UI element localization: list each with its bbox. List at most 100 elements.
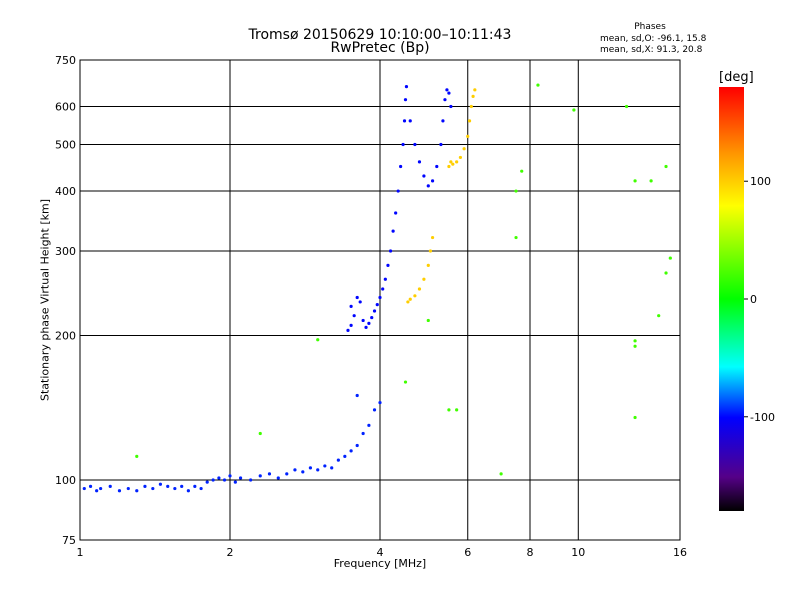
data-point: [95, 489, 99, 493]
data-point: [370, 315, 374, 320]
data-point: [386, 263, 390, 267]
data-point: [462, 147, 466, 151]
data-point: [473, 88, 477, 92]
x-tick-label: 1: [77, 546, 84, 559]
axis-ticks: 1 2 4 6 8 10 16 75 100 200 300 400 500 600 750: [55, 54, 687, 559]
data-point: [451, 162, 455, 166]
data-point: [455, 160, 459, 164]
data-point: [466, 134, 470, 138]
data-point: [499, 472, 503, 476]
data-point: [404, 85, 409, 89]
data-point: [233, 480, 237, 484]
data-point: [186, 489, 190, 493]
data-point: [358, 300, 362, 304]
data-point: [447, 164, 451, 169]
data-point: [238, 476, 243, 480]
phase-stats-o: mean, sd,O: -96.1, 15.8: [600, 34, 707, 44]
data-point: [428, 249, 433, 253]
data-point: [403, 380, 408, 384]
data-point: [285, 472, 289, 476]
data-point: [445, 88, 449, 92]
data-point: [372, 309, 377, 313]
data-point: [435, 164, 439, 169]
data-point: [413, 294, 417, 298]
x-tick-label: 8: [527, 546, 534, 559]
data-point: [408, 119, 412, 123]
y-tick-label: 200: [55, 330, 76, 343]
data-point: [378, 295, 382, 300]
data-points: [82, 83, 672, 493]
data-point: [664, 164, 668, 169]
data-point: [417, 160, 422, 164]
data-point: [126, 486, 130, 491]
colorbar-tick-label: 100: [750, 175, 771, 188]
colorbar-tick-label: 0: [750, 293, 757, 306]
data-point: [349, 323, 353, 327]
data-point: [447, 408, 451, 412]
data-point: [166, 484, 170, 488]
data-point: [467, 119, 472, 123]
x-tick-label: 10: [571, 546, 585, 559]
data-point: [455, 408, 459, 412]
data-point: [447, 91, 451, 95]
data-point: [633, 179, 637, 183]
data-point: [205, 480, 209, 484]
data-point: [413, 142, 417, 147]
data-point: [399, 164, 403, 169]
x-axis-label: Frequency [MHz]: [333, 557, 427, 570]
data-point: [572, 108, 576, 112]
data-point: [173, 486, 177, 491]
data-point: [633, 339, 637, 343]
data-point: [143, 484, 147, 488]
data-point: [381, 287, 385, 291]
data-point: [276, 476, 280, 480]
data-point: [449, 104, 453, 109]
data-point: [396, 189, 400, 193]
data-point: [403, 98, 408, 102]
data-point: [406, 300, 410, 304]
data-point: [228, 474, 232, 478]
phase-stats-x: mean, sd,X: 91.3, 20.8: [600, 45, 703, 55]
y-tick-label: 100: [55, 474, 76, 487]
data-point: [417, 287, 422, 291]
data-point: [293, 468, 297, 472]
data-point: [135, 489, 139, 493]
data-point: [180, 484, 184, 488]
data-point: [401, 142, 405, 147]
colorbar-label: [deg]: [719, 70, 754, 85]
data-point: [301, 470, 305, 474]
data-point: [514, 235, 518, 240]
grid: [80, 60, 680, 540]
data-point: [355, 295, 359, 300]
data-point: [439, 142, 443, 147]
data-point: [267, 472, 272, 476]
data-point: [361, 431, 365, 436]
data-point: [449, 160, 453, 164]
data-point: [355, 443, 359, 448]
x-tick-label: 2: [227, 546, 234, 559]
data-point: [336, 458, 340, 462]
data-point: [108, 484, 112, 488]
chart-title: Tromsø 20150629 10:10:00–10:11:43: [248, 27, 512, 43]
data-point: [458, 155, 463, 160]
data-point: [364, 325, 368, 329]
data-point: [316, 468, 320, 472]
data-point: [249, 478, 253, 482]
data-point: [391, 229, 395, 233]
y-tick-label: 500: [55, 139, 76, 152]
data-point: [88, 484, 93, 488]
data-point: [117, 489, 122, 493]
data-point: [426, 318, 430, 323]
data-point: [520, 169, 524, 173]
data-point: [343, 454, 347, 459]
data-point: [388, 249, 393, 253]
data-point: [308, 466, 313, 470]
data-point: [536, 83, 540, 87]
phase-stats-heading: Phases: [634, 22, 666, 32]
x-tick-label: 6: [464, 546, 471, 559]
data-point: [375, 302, 379, 307]
data-point: [649, 179, 653, 183]
data-point: [664, 271, 668, 275]
y-tick-label: 600: [55, 101, 76, 114]
